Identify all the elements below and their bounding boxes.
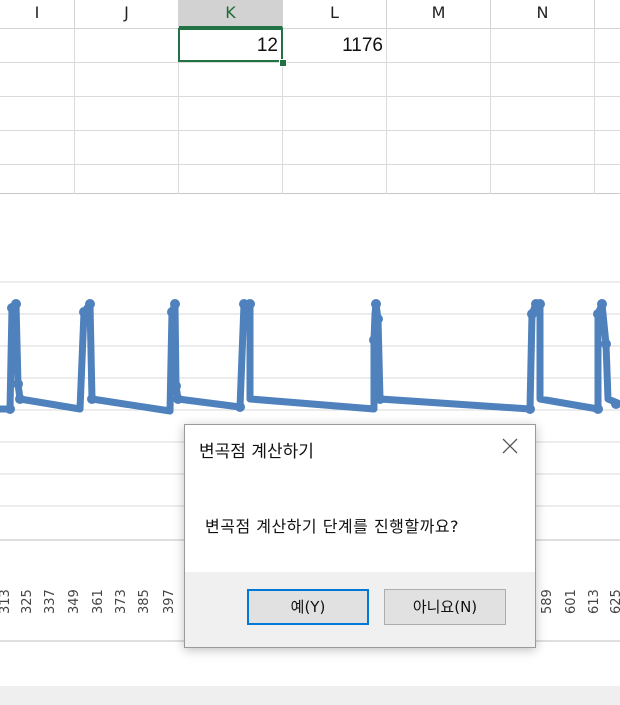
cell-k1[interactable]: 12: [256, 35, 278, 56]
row-gridline: [0, 164, 620, 165]
x-tick-label: 589: [540, 589, 555, 614]
x-tick-label: 361: [91, 589, 106, 614]
x-tick-label: 373: [114, 589, 129, 614]
col-gridline: [594, 28, 595, 194]
confirm-dialog: 변곡점 계산하기 변곡점 계산하기 단계를 진행할까요? 예(Y) 아니요(N): [184, 424, 536, 648]
no-button[interactable]: 아니요(N): [384, 589, 506, 625]
data-points: [5, 299, 620, 414]
column-header-j[interactable]: J: [75, 0, 179, 28]
row-gridline: [0, 96, 620, 97]
yes-button[interactable]: 예(Y): [247, 589, 369, 625]
close-icon[interactable]: [501, 437, 519, 455]
x-tick-label: 613: [587, 589, 602, 614]
dialog-button-bar: 예(Y) 아니요(N): [185, 572, 535, 647]
col-gridline: [178, 28, 179, 194]
column-header-m[interactable]: M: [387, 0, 491, 28]
x-tick-label: 313: [0, 589, 13, 614]
column-header-row: I J K L M N: [0, 0, 620, 29]
active-cell-selection[interactable]: [178, 28, 283, 62]
row-gridline: [0, 130, 620, 131]
column-header-l[interactable]: L: [283, 0, 387, 28]
x-tick-label: 337: [43, 589, 58, 614]
dialog-message: 변곡점 계산하기 단계를 진행할까요?: [205, 517, 460, 536]
col-gridline: [282, 28, 283, 194]
x-tick-label: 325: [20, 589, 35, 614]
cell-l1[interactable]: 1176: [342, 35, 383, 56]
x-tick-label: 601: [564, 589, 579, 614]
x-tick-label: 625: [609, 589, 620, 614]
fill-handle[interactable]: [279, 59, 287, 67]
col-gridline: [490, 28, 491, 194]
column-header-k[interactable]: K: [179, 0, 283, 28]
close-icon-glyph: [502, 438, 518, 454]
x-axis-tick-labels: 313 325 337 349 361 373 385 397 589 601 …: [0, 589, 620, 614]
column-header-i[interactable]: I: [0, 0, 75, 28]
x-tick-label: 397: [162, 589, 177, 614]
row-gridline: [0, 62, 620, 63]
col-gridline: [386, 28, 387, 194]
x-tick-label: 349: [67, 589, 82, 614]
x-tick-label: 385: [137, 589, 152, 614]
sheet-bottom-area: [0, 686, 620, 705]
chart-top-border: [0, 193, 620, 194]
data-series: [0, 300, 620, 415]
column-header-n[interactable]: N: [491, 0, 595, 28]
dialog-title: 변곡점 계산하기: [199, 442, 314, 462]
col-gridline: [74, 28, 75, 194]
